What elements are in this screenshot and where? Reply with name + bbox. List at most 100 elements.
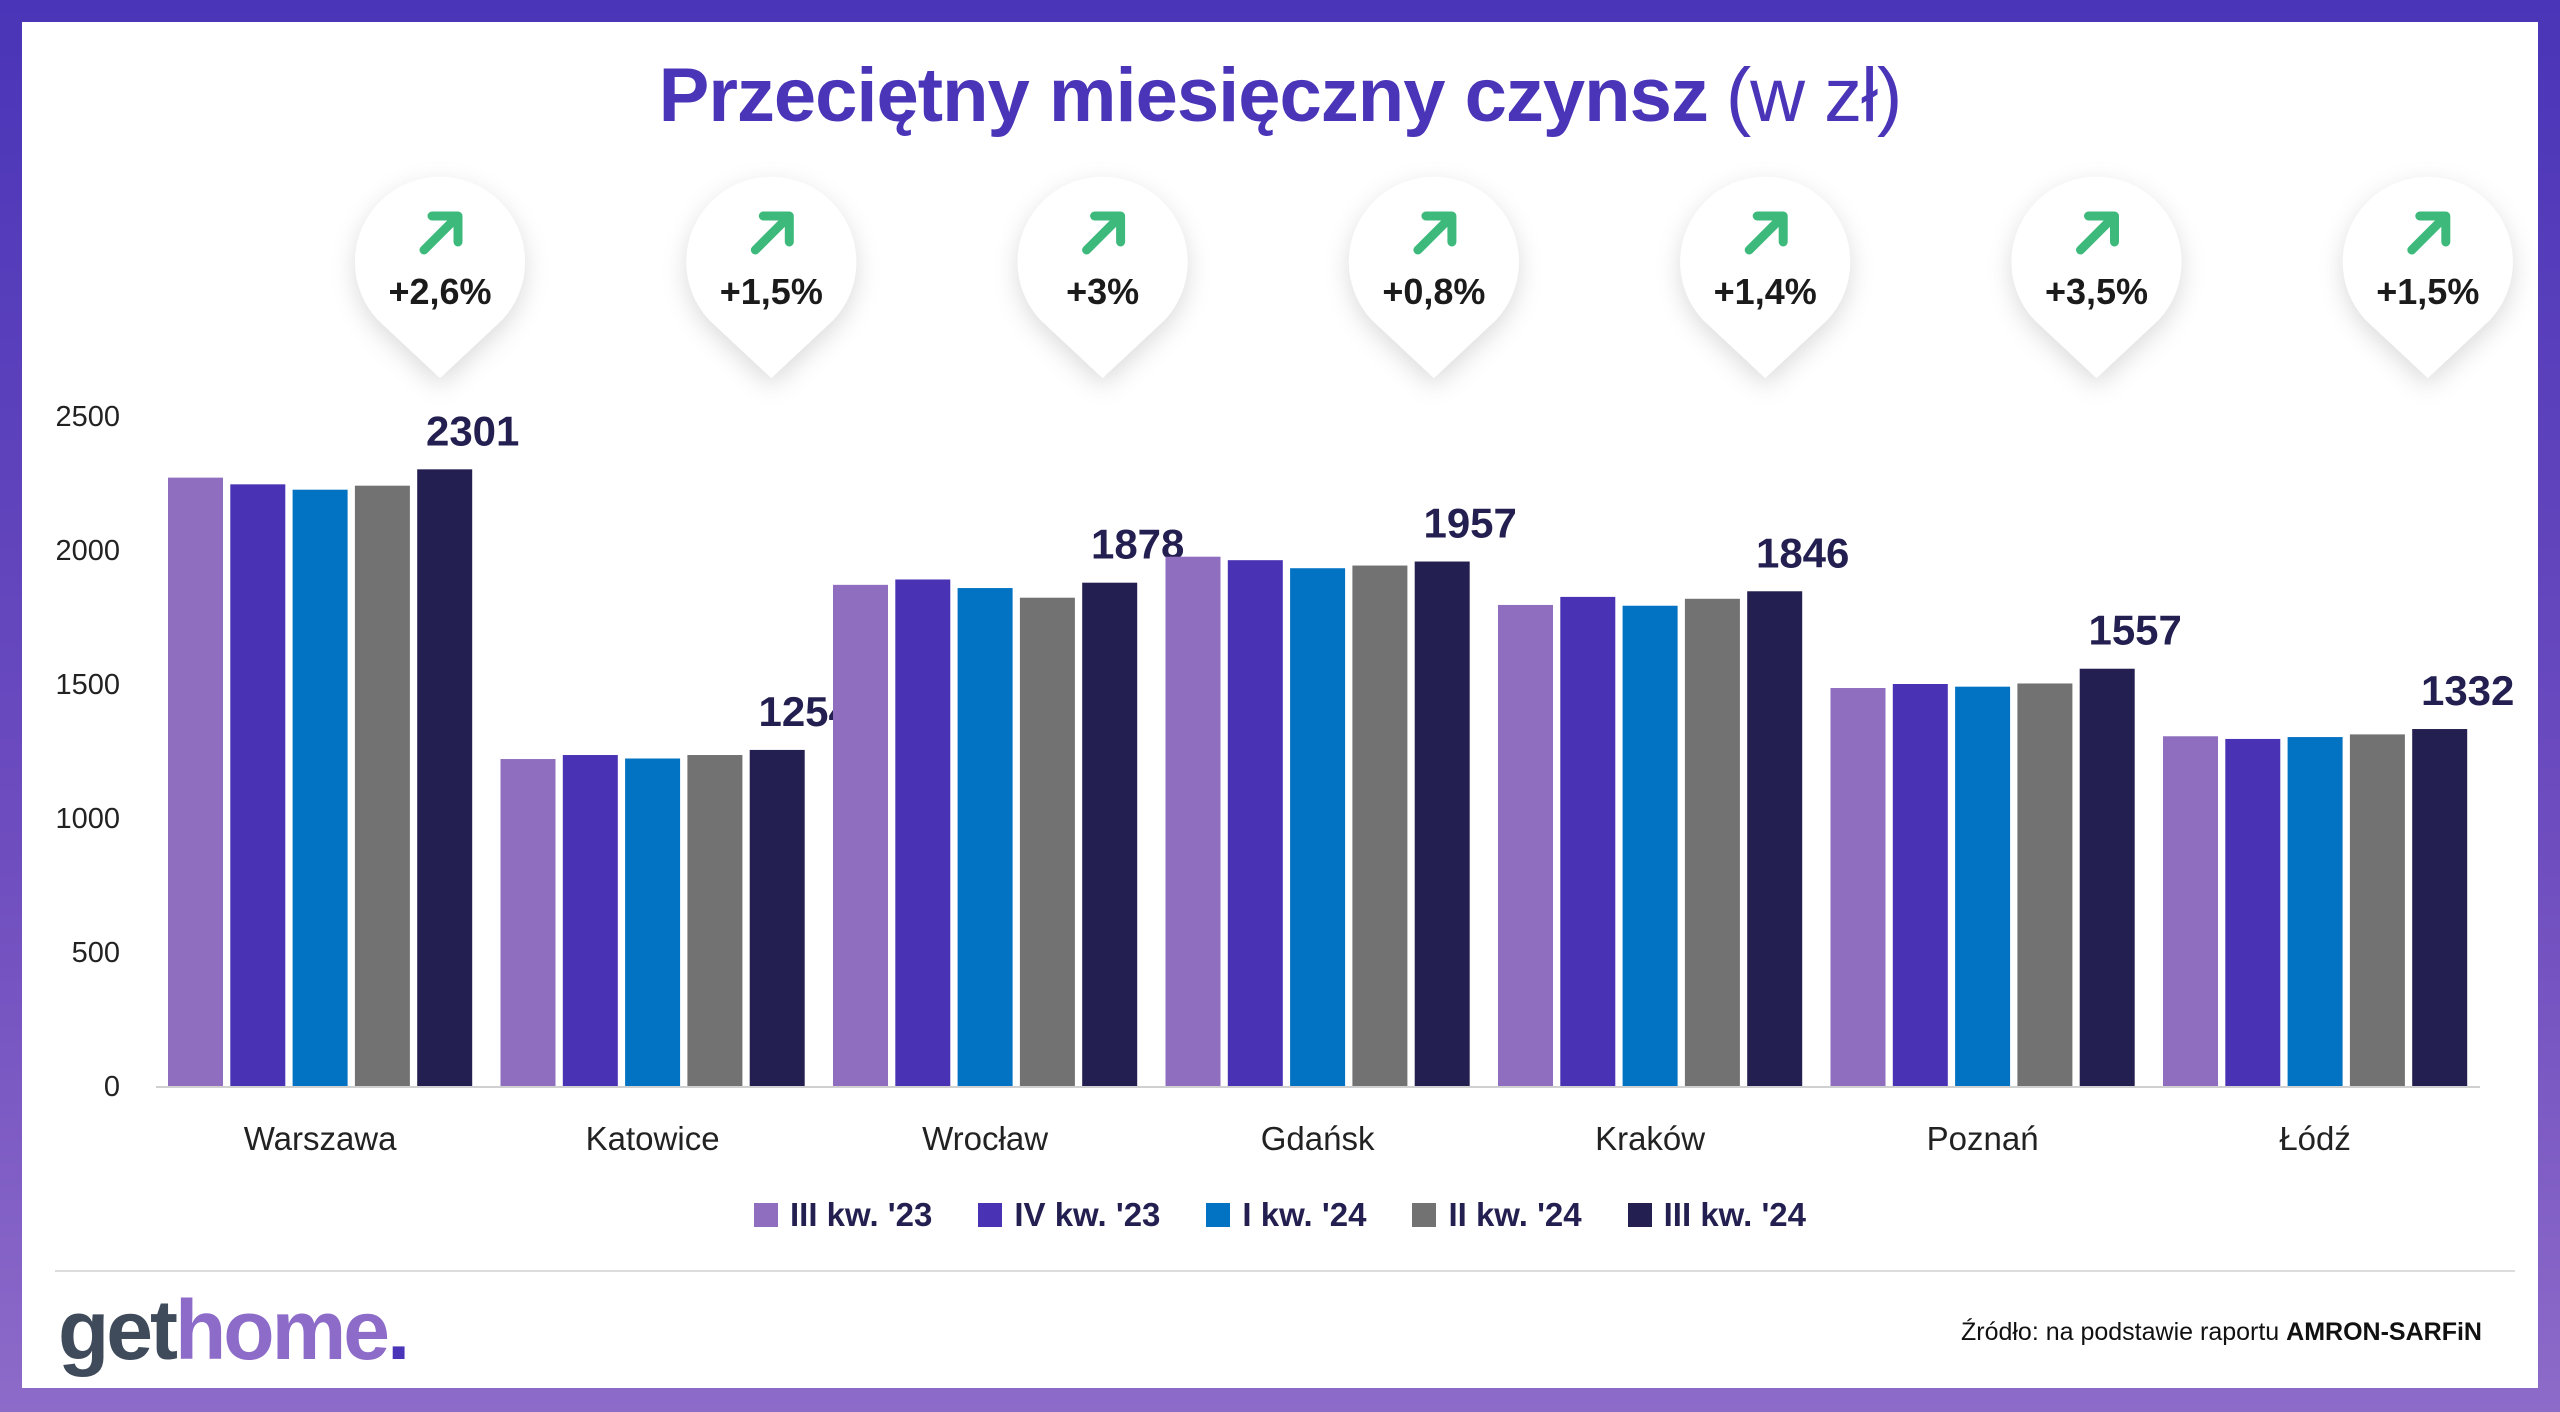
bar [1082,582,1138,1086]
bar [1747,591,1803,1086]
change-label: +1,4% [1714,271,1817,312]
change-label: +1,5% [2376,271,2479,312]
bar [1622,605,1678,1086]
bar [895,579,951,1086]
change-bubble [2011,176,2182,378]
bar [292,489,348,1086]
change-label: +1,5% [720,271,823,312]
bar [1955,686,2011,1086]
legend-item: IV kw. '23 [978,1196,1160,1234]
data-label: 1846 [1756,529,1849,576]
bar [1830,688,1886,1086]
x-tick-label: Łódź [2279,1120,2351,1157]
bar [417,469,473,1086]
source-name: AMRON-SARFiN [2286,1318,2482,1346]
bar [168,477,223,1086]
bar [2079,668,2135,1086]
bar [1352,565,1408,1086]
y-tick-label: 2500 [55,401,120,433]
change-bubble [1348,176,1519,378]
bar [1019,597,1075,1086]
y-tick-label: 1500 [55,669,120,701]
legend-label: IV kw. '23 [1014,1196,1161,1233]
data-label: 2301 [426,407,519,454]
chart-title-main: Przeciętny miesięczny czynsz [658,53,1709,138]
bar [749,749,805,1086]
change-label: +3% [1066,271,1139,312]
change-label: +3,5% [2045,271,2148,312]
x-tick-label: Kraków [1595,1120,1705,1157]
legend-item: III kw. '23 [753,1196,932,1234]
y-tick-label: 2000 [55,535,120,567]
bar [2349,734,2405,1086]
arrow-up-right-icon [419,213,461,255]
legend-swatch [753,1203,778,1227]
bar [2017,683,2073,1086]
arrow-up-right-icon-head [1090,211,1126,247]
bar [833,584,888,1086]
legend-label: I kw. '24 [1242,1196,1367,1233]
logo-get: get [58,1283,178,1377]
bar [1227,560,1283,1086]
chart-title-unit: (w zł) [1725,53,1903,138]
x-tick-label: Katowice [586,1120,720,1157]
y-tick-label: 500 [72,937,120,969]
arrow-up-right-icon-head [1752,211,1788,247]
bar [957,588,1013,1086]
chart-legend: III kw. '23 IV kw. '23 I kw. '24 II kw. '24… [0,1196,2560,1234]
arrow-up-right-icon [1744,213,1786,255]
logo-dot: . [387,1283,410,1377]
bar [1560,596,1616,1086]
bar [1290,568,1346,1086]
arrow-up-right-icon [750,213,792,255]
arrow-up-right-icon [2407,213,2449,255]
legend-item: II kw. '24 [1412,1196,1582,1234]
bar [1498,604,1553,1086]
bar [1892,684,1948,1086]
change-bubble [1017,176,1188,378]
bar [230,484,286,1087]
bar [562,755,618,1086]
legend-label: II kw. '24 [1448,1196,1582,1233]
x-tick-label: Warszawa [244,1120,397,1157]
logo-home: home [175,1283,390,1377]
legend-item: I kw. '24 [1206,1196,1366,1234]
bar [1684,598,1740,1086]
y-tick-label: 1000 [55,803,120,835]
bar [2225,738,2281,1086]
arrow-up-right-icon [2076,213,2117,255]
change-bubble [2342,176,2513,378]
change-bubble [355,176,525,378]
legend-swatch [1412,1203,1437,1227]
x-tick-label: Poznań [1927,1120,2039,1157]
bar [2287,737,2343,1086]
arrow-up-right-icon-head [427,211,463,247]
x-tick-label: Wrocław [922,1120,1048,1157]
legend-item: III kw. '24 [1627,1196,1806,1234]
change-bubble [1680,176,1851,378]
gethome-logo: gethome. [58,1282,410,1379]
source-note: Źródło: na podstawie raportu AMRON-SARFi… [1961,1318,2482,1347]
data-label: 1557 [2088,607,2181,654]
source-prefix: Źródło: na podstawie raportu [1960,1318,2280,1346]
change-label: +0,8% [1382,271,1485,312]
arrow-up-right-icon [1413,213,1455,255]
bar [687,755,743,1086]
chart-title: Przeciętny miesięczny czynsz (w zł) [0,52,2560,139]
arrow-up-right-icon-head [758,211,794,247]
legend-swatch [1206,1203,1231,1227]
arrow-up-right-icon-head [2084,211,2119,247]
arrow-up-right-icon [1082,213,1124,255]
data-label: 1332 [2421,667,2514,714]
legend-swatch [1627,1203,1652,1227]
y-tick-label: 0 [104,1071,120,1103]
bar [2163,736,2218,1086]
bar [2412,729,2468,1086]
bar [354,485,410,1086]
x-tick-label: Gdańsk [1261,1120,1375,1157]
footer-divider [55,1270,2515,1272]
bar [625,758,681,1086]
change-bubble [686,176,857,378]
arrow-up-right-icon-head [1421,211,1457,247]
